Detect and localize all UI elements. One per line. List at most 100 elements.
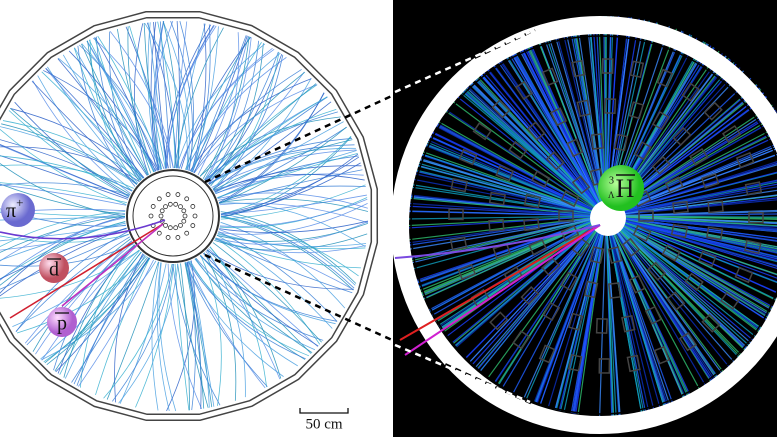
track [97,35,163,170]
detector-module [689,147,709,166]
silicon-module [163,222,168,228]
track [0,163,126,217]
detector-module [621,314,636,333]
track [166,260,195,412]
track [217,126,347,199]
detector-module [638,210,654,222]
silicon-module [182,213,188,219]
track [445,95,607,217]
silicon-module [184,196,190,202]
detector-module [607,246,623,264]
track [0,249,140,299]
track [605,215,686,400]
track [109,31,174,169]
track [187,261,210,408]
track [220,213,356,286]
detector-module [632,224,652,242]
track [0,217,126,281]
detector-module [670,223,689,239]
track [175,43,266,169]
track [204,111,338,181]
silicon-module [175,235,181,240]
track [211,149,357,188]
track [409,178,607,217]
track [31,80,138,185]
track [78,259,154,387]
track [208,248,319,347]
track [218,231,338,322]
track [186,261,202,410]
track [45,67,145,179]
detector-module [735,151,755,169]
antiproton-track [61,223,164,307]
track [208,138,352,185]
track [0,208,126,227]
detector-module [545,151,565,171]
detector-module [666,291,686,311]
detector-module [621,237,641,257]
track [164,24,212,169]
track [219,198,368,227]
detector-module [672,200,689,215]
track [129,25,166,169]
track [194,258,316,351]
track [0,222,126,261]
detector-module [571,237,591,257]
track [0,128,127,205]
detector-module [748,211,764,224]
detector-module [495,164,515,182]
detector-module [651,155,671,175]
detector-module [626,354,641,373]
track [206,96,328,183]
track [605,215,769,334]
track [190,42,262,172]
track [0,182,127,204]
track [189,78,312,172]
detector-module [628,101,644,120]
detector-module [684,272,704,292]
detector-module [590,133,605,150]
track [219,202,366,248]
track [513,38,607,217]
track [218,203,368,235]
detector-module [448,208,464,221]
zoom-line [394,343,531,404]
track [68,50,157,172]
track [605,171,777,217]
track [218,169,363,204]
track [73,47,142,181]
track [187,261,266,389]
track [193,69,302,173]
track [41,260,157,361]
track [86,40,156,172]
track [35,242,134,355]
track [454,84,607,217]
antideuteron-label: d [49,259,59,281]
track [215,221,369,245]
detector-module [538,344,556,364]
track [219,220,369,233]
track [215,237,321,345]
track [174,27,224,169]
silicon-module [163,204,168,210]
silicon-module [159,208,165,214]
pion-track [394,224,601,259]
track [0,155,133,191]
track [40,254,145,360]
detector-module [598,358,611,374]
track [10,108,131,195]
antideuteron-track [399,224,601,341]
track [605,215,763,343]
track [119,263,167,404]
track [219,202,369,224]
track [143,23,162,170]
track [144,22,188,171]
track [214,78,312,193]
tpc-outer [0,16,373,416]
track [599,215,607,416]
track [94,37,149,175]
track [184,262,205,409]
silicon-module [175,192,181,197]
track [191,23,207,172]
silicon-module [150,204,156,209]
